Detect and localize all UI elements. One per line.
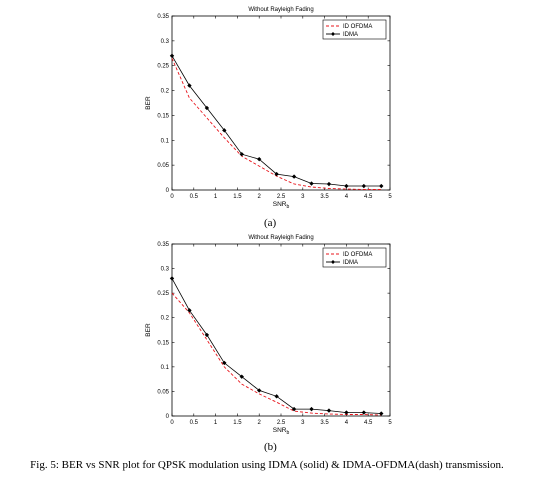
x-tick-label: 5: [388, 194, 392, 200]
chart-title: Without Rayleigh Fading: [248, 235, 313, 241]
x-tick-label: 4.5: [364, 420, 373, 426]
x-tick-label: 2.5: [277, 420, 286, 426]
series-line-idma: [171, 55, 382, 187]
y-tick-label: 0.15: [157, 340, 169, 346]
data-point-marker: [239, 152, 244, 157]
sub-label-a: (a): [264, 217, 277, 229]
y-tick-label: 0.25: [157, 291, 169, 297]
x-tick-label: 5: [388, 420, 392, 426]
chart-title: Without Rayleigh Fading: [248, 7, 313, 13]
x-axis-title: SNRb: [273, 427, 290, 436]
data-point-marker: [291, 174, 297, 179]
x-tick-label: 0: [170, 420, 174, 426]
sub-label-b: (b): [264, 441, 277, 453]
data-point-marker: [361, 410, 367, 415]
y-tick-label: 0.1: [161, 365, 170, 371]
data-point-marker: [326, 408, 332, 413]
data-point-marker: [169, 53, 175, 58]
data-point-marker: [239, 374, 244, 379]
data-point-marker: [204, 105, 210, 111]
data-point-marker: [187, 308, 192, 313]
y-tick-label: 0.05: [157, 389, 169, 395]
x-tick-label: 0: [170, 194, 174, 200]
figure-caption: Fig. 5: BER vs SNR plot for QPSK modulat…: [30, 459, 504, 471]
data-point-marker: [309, 181, 314, 186]
y-axis-title: BER: [145, 323, 152, 337]
data-point-marker: [344, 183, 349, 189]
data-point-marker: [361, 183, 367, 189]
data-point-marker: [204, 332, 210, 338]
legend-box: [322, 247, 387, 268]
data-point-marker: [257, 388, 262, 393]
legend-label: IDMA: [343, 260, 358, 266]
plot-frame: [171, 15, 391, 191]
plot-frame: [171, 243, 391, 417]
x-tick-label: 1.5: [233, 194, 242, 200]
x-tick-label: 4: [345, 420, 349, 426]
x-tick-label: 3: [301, 420, 305, 426]
x-tick-label: 0.5: [190, 420, 199, 426]
legend-marker: [331, 32, 335, 36]
y-tick-label: 0.15: [157, 113, 169, 119]
data-point-marker: [379, 411, 384, 416]
y-tick-label: 0.2: [161, 316, 170, 322]
series-line-idofdma: [171, 58, 382, 190]
data-point-marker: [344, 410, 349, 415]
data-point-marker: [187, 83, 192, 88]
data-point-marker: [379, 183, 384, 189]
x-tick-label: 2: [258, 420, 262, 426]
y-tick-label: 0.05: [157, 163, 169, 169]
y-tick-label: 0.1: [161, 138, 170, 144]
y-tick-label: 0.2: [161, 89, 170, 95]
series-line-idma: [171, 278, 382, 414]
data-point-marker: [222, 128, 227, 133]
legend-marker: [331, 260, 335, 264]
y-tick-label: 0: [166, 188, 170, 194]
y-tick-label: 0.3: [161, 267, 170, 273]
x-tick-label: 1: [214, 194, 218, 200]
chart-a-group: Without Rayleigh Fading 0 0.5 1 1.5 2 2.5 3 3.5 4…: [145, 7, 392, 210]
data-point-marker: [309, 406, 314, 412]
data-point-marker: [274, 171, 279, 177]
legend-label: ID OFDMA: [343, 252, 372, 258]
y-tick-label: 0.3: [161, 39, 170, 45]
data-point-marker: [274, 394, 279, 399]
legend-label: ID OFDMA: [343, 24, 372, 30]
chart-b-group: Without Rayleigh Fading 0 0.5 1 1.5 2 2.5 3 3.5 4…: [145, 235, 392, 436]
x-tick-label: 0.5: [190, 194, 199, 200]
y-axis-title: BER: [145, 96, 152, 110]
data-point-marker: [222, 360, 227, 366]
x-axis-title: SNRb: [273, 201, 290, 210]
y-tick-label: 0.35: [157, 242, 169, 248]
x-tick-label: 1.5: [233, 420, 242, 426]
x-tick-label: 2.5: [277, 194, 286, 200]
legend-box: [322, 19, 387, 40]
data-point-marker: [326, 181, 332, 187]
x-tick-label: 3: [301, 194, 305, 200]
x-tick-label: 4.5: [364, 194, 373, 200]
x-tick-label: 3.5: [320, 194, 329, 200]
x-tick-label: 2: [258, 194, 262, 200]
data-point-marker: [257, 156, 262, 162]
data-point-marker: [291, 406, 297, 412]
legend-label: IDMA: [343, 32, 358, 38]
y-tick-label: 0.25: [157, 64, 169, 70]
series-line-idofdma: [171, 292, 382, 416]
y-tick-label: 0: [166, 414, 170, 420]
x-tick-label: 4: [345, 194, 349, 200]
x-tick-label: 1: [214, 420, 218, 426]
x-tick-label: 3.5: [320, 420, 329, 426]
y-tick-label: 0.35: [157, 14, 169, 20]
data-point-marker: [169, 276, 175, 281]
